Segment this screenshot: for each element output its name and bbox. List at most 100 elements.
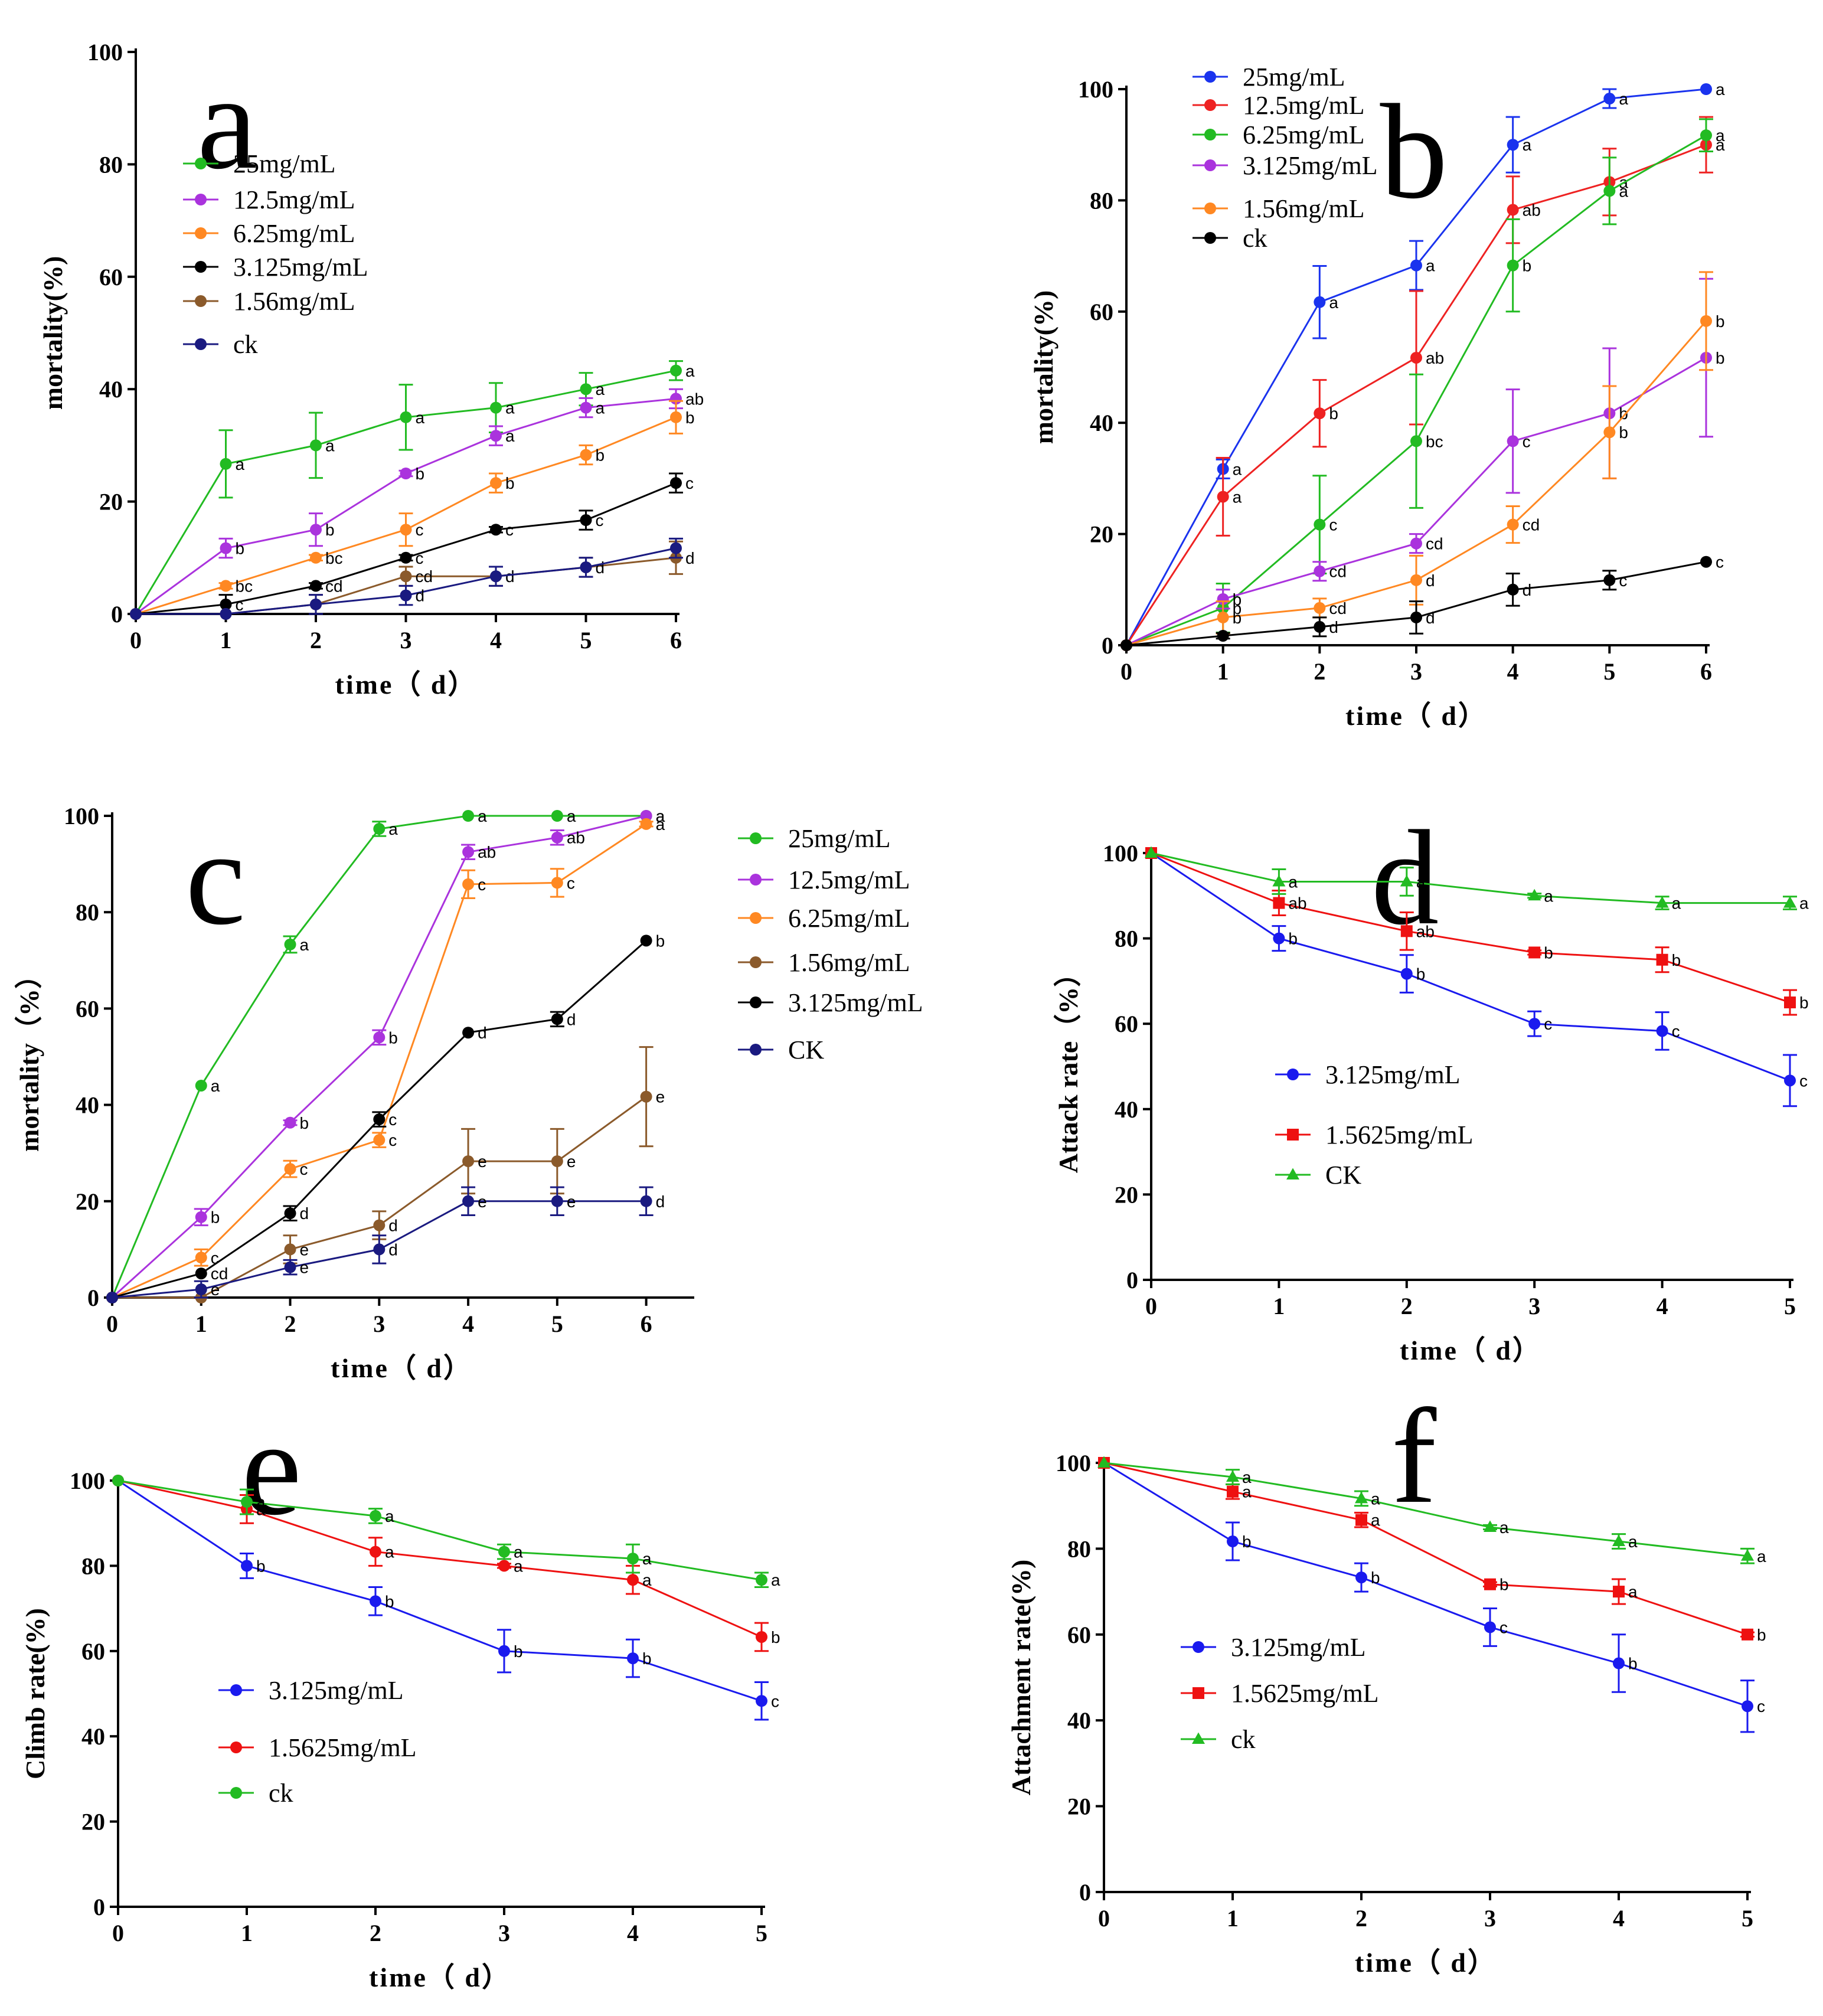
chart-panel-a: a 0 20 40 60 80 100 0 1 2 3 4 5 6 time（ d） mortality(%)… [38,39,704,700]
series-line [1151,852,1791,1004]
significance-letter: b [1371,1569,1380,1587]
panel-letter: f [1391,1381,1437,1531]
data-point [400,551,412,564]
significance-letter: d [1426,571,1435,590]
significance-letter: d [1523,581,1532,599]
significance-letter: b [1233,599,1242,617]
data-point [462,1027,475,1039]
data-point [1700,83,1712,95]
y-tick-label: 80 [76,899,99,926]
data-point [462,846,475,858]
y-tick-label: 0 [1079,1879,1091,1906]
data-point [284,1163,296,1175]
data-point [310,580,322,592]
data-point [370,1595,381,1607]
significance-letter: d [388,1240,398,1259]
legend-label: 1.5625mg/mL [269,1733,417,1762]
y-tick-label: 60 [99,264,123,290]
data-point [756,1695,767,1707]
x-tick-label: 5 [551,1311,563,1337]
y-tick-label: 80 [1090,187,1113,214]
significance-letter: a [567,807,576,825]
data-point [1410,574,1422,586]
data-point [1120,639,1132,651]
y-tick-label: 20 [76,1188,99,1215]
data-point [670,542,682,554]
x-tick-label: 4 [627,1920,639,1946]
significance-letter: b [1233,590,1242,609]
data-point [1484,1621,1496,1633]
significance-letter: c [1716,553,1724,571]
data-point [1528,1018,1541,1030]
data-point [1227,1535,1239,1548]
significance-letter: c [416,521,424,539]
x-axis-label: time（ d） [369,1962,511,1992]
data-point [1784,996,1796,1009]
series-3.125mg/mL: b b b b c [112,1475,779,1721]
significance-letter: a [656,807,665,825]
significance-letter: a [1628,1583,1638,1601]
significance-letter: a [416,409,425,427]
data-point [670,477,682,489]
legend-marker [1204,202,1216,214]
significance-letter: a [256,1500,266,1518]
data-point [1410,537,1422,550]
data-point [640,1090,652,1103]
legend-marker [195,227,207,239]
data-point [1410,611,1422,623]
data-point [310,524,322,536]
series-1.56mg/mL: cd d dd [130,540,695,620]
data-point [551,1155,563,1168]
significance-letter: c [388,1110,397,1129]
significance-letter: d [1329,618,1338,636]
data-point [373,1031,385,1044]
data-point [1484,1578,1496,1590]
x-tick-label: 0 [1145,1293,1157,1319]
y-tick-label: 60 [1067,1622,1091,1648]
legend-marker [1286,1168,1299,1179]
data-point [490,477,502,489]
data-point [1355,1571,1367,1584]
y-tick-label: 80 [1067,1535,1091,1562]
x-tick-label: 4 [462,1311,474,1337]
significance-letter: a [478,807,487,825]
data-point [284,938,296,950]
legend-marker [195,261,207,273]
significance-letter: a [385,1507,394,1525]
significance-letter: b [642,1649,652,1668]
significance-letter: a [388,820,398,838]
data-point [373,823,385,835]
data-point [490,430,502,442]
x-tick-label: 0 [112,1920,124,1946]
y-tick-label: 80 [81,1553,105,1579]
x-tick-label: 3 [1410,658,1422,685]
legend-label: 25mg/mL [788,824,891,853]
significance-letter: c [1329,516,1337,534]
significance-letter: c [1672,1022,1680,1040]
legend-marker [195,295,207,307]
y-tick-label: 60 [81,1638,105,1665]
legend-marker [195,194,207,205]
significance-letter: c [1757,1697,1765,1716]
chart-panel-e: e 0 20 40 60 80 100 0 1 2 3 4 5 time（ d） Climb rate(%)… [20,1393,780,1992]
data-point [195,1079,207,1092]
legend-marker [750,996,762,1008]
x-axis-label: time（ d） [335,669,477,700]
data-point [498,1645,510,1657]
x-tick-label: 1 [1217,658,1229,685]
data-point [112,1475,124,1486]
significance-letter: d [567,1010,576,1028]
significance-letter: c [505,521,514,539]
significance-letter: a [514,1557,523,1575]
x-axis-label: time（ d） [1355,1948,1497,1978]
significance-letter: a [1619,182,1628,200]
x-tick-label: 6 [670,627,682,654]
data-point [1655,896,1669,908]
data-point [1528,888,1541,901]
significance-letter: a [642,1571,652,1589]
significance-letter: ab [685,390,704,408]
